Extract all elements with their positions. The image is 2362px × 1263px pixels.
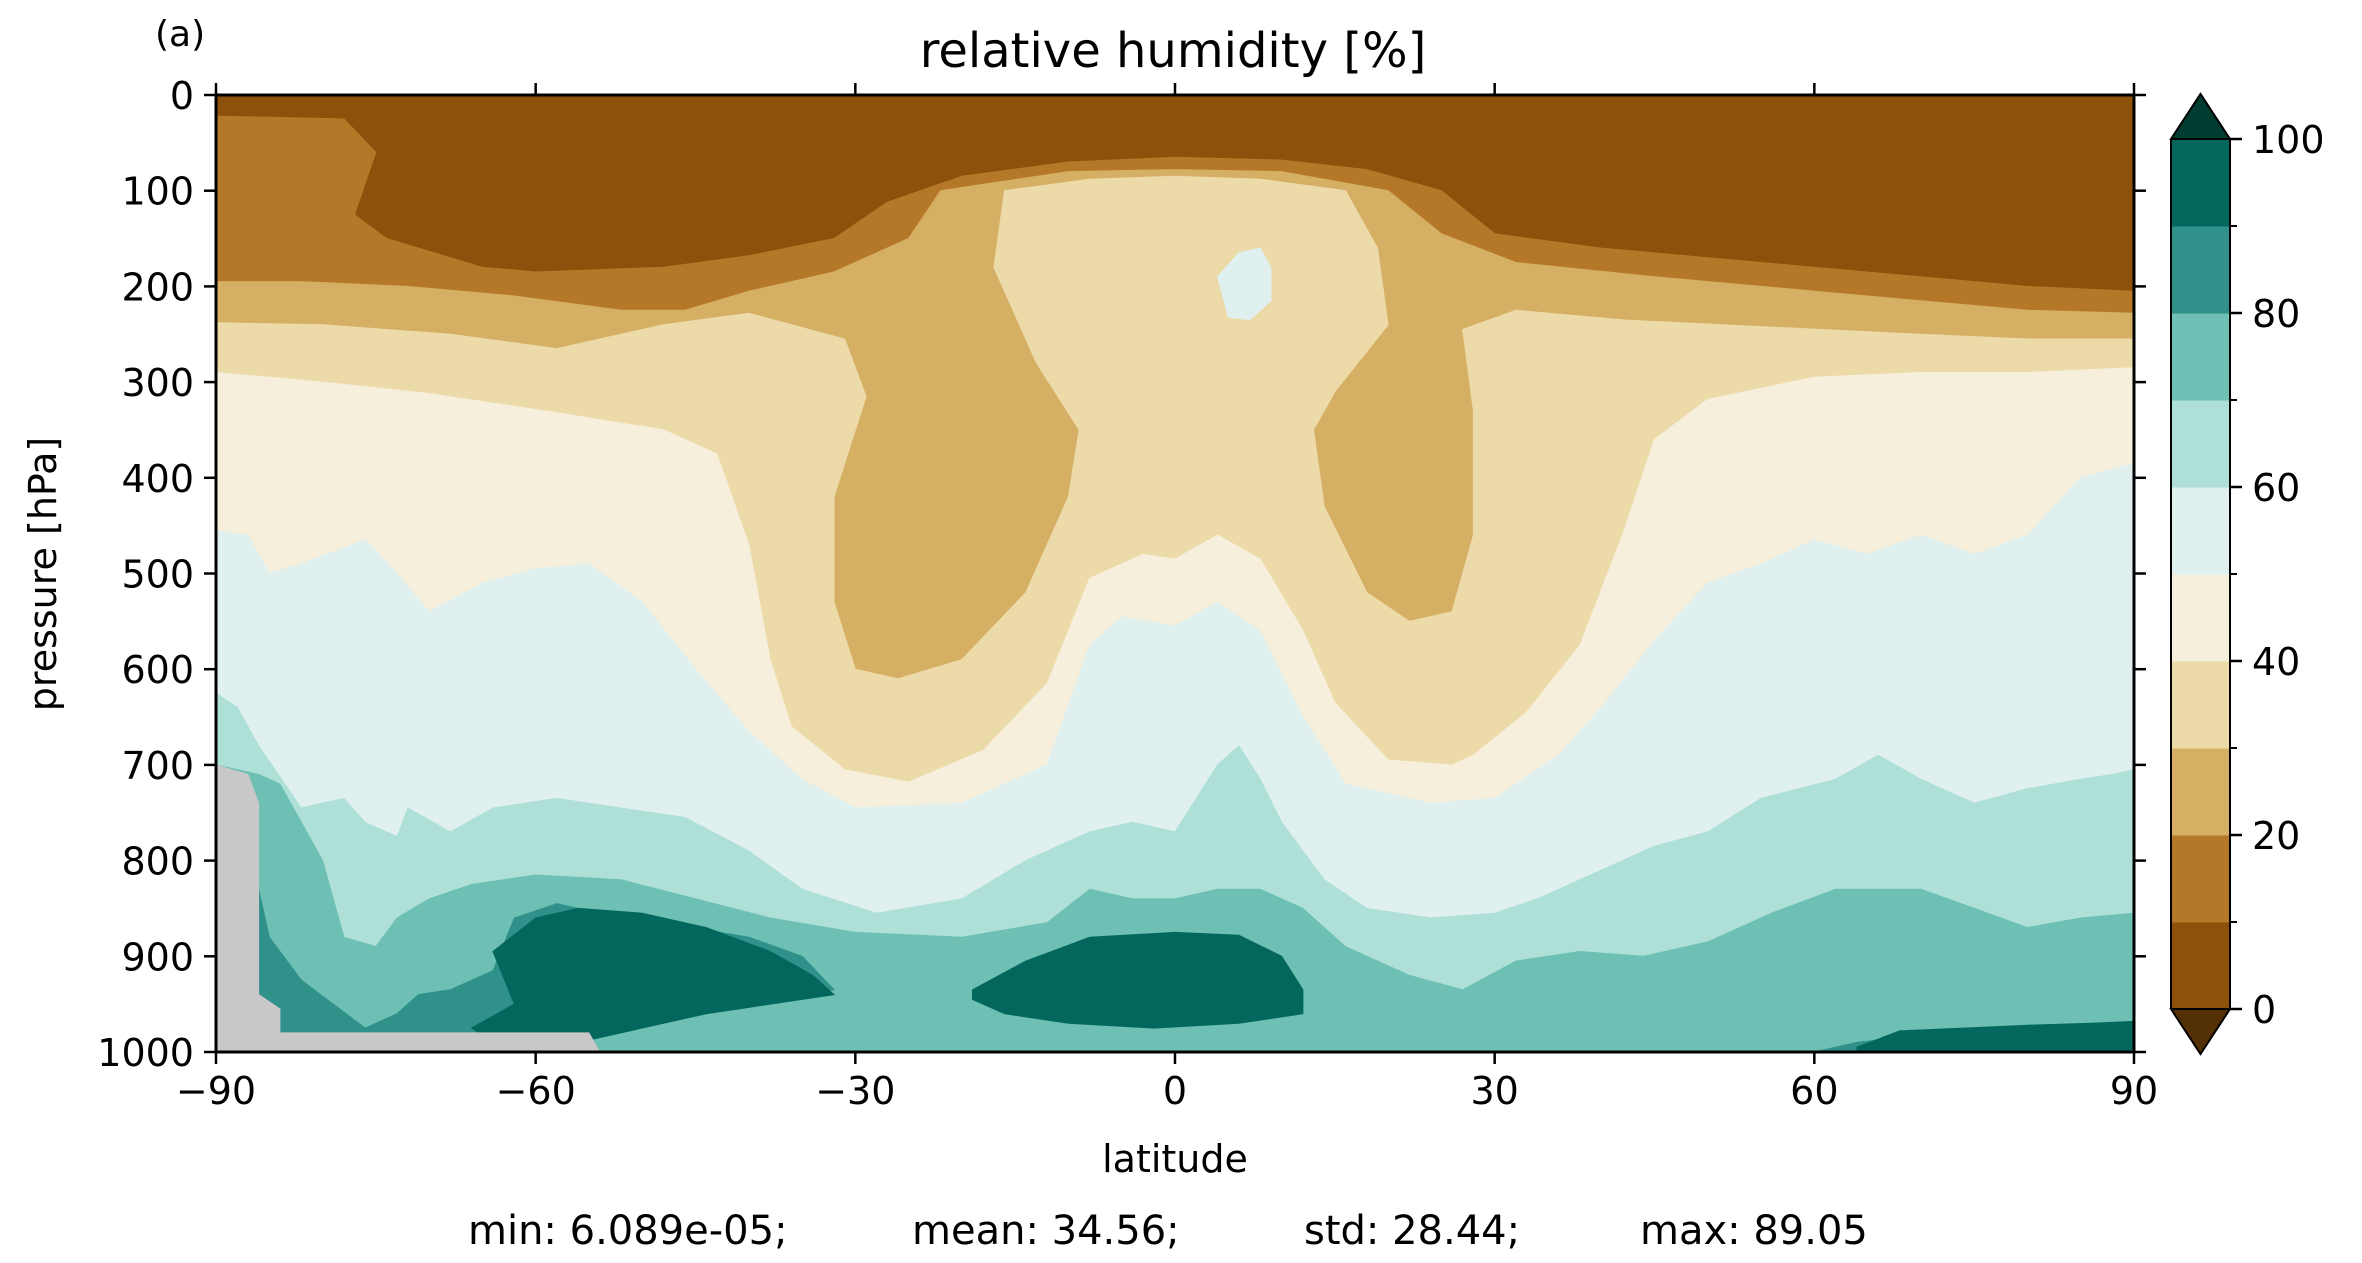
y-tick-label: 300: [121, 361, 194, 405]
colorbar-band: [2171, 139, 2230, 227]
colorbar-band: [2171, 487, 2230, 575]
statistics-line: min: 6.089e-05; mean: 34.56; std: 28.44;…: [0, 1208, 2362, 1258]
y-tick-label: 900: [121, 935, 194, 979]
contour-region-90-10: [972, 931, 1304, 1029]
stat-mean: mean: 34.56;: [912, 1208, 1180, 1254]
colorbar-tick-label: 40: [2252, 640, 2300, 684]
chart-title: relative humidity [%]: [920, 23, 1427, 79]
x-tick-label: 60: [1790, 1069, 1838, 1113]
stat-max: max: 89.05: [1640, 1208, 1868, 1254]
contour-region-50-12: [1217, 247, 1272, 321]
x-axis-label: latitude: [1102, 1137, 1248, 1181]
y-axis: 0 100 200 300 400 500 600 700 800 900 1000: [97, 74, 2146, 1075]
x-tick-label: −60: [496, 1069, 576, 1113]
y-tick-label: 600: [121, 648, 194, 692]
colorbar-tick-label: 0: [2252, 988, 2276, 1032]
y-tick-label: 500: [121, 553, 194, 597]
colorbar-band: [2171, 400, 2230, 488]
x-tick-label: −90: [176, 1069, 256, 1113]
colorbar-band: [2171, 661, 2230, 749]
colorbar-band: [2171, 748, 2230, 836]
colorbar-band: [2171, 922, 2230, 1010]
colorbar-tick-label: 80: [2252, 292, 2300, 336]
y-tick-label: 700: [121, 744, 194, 788]
contour-region-masked-13: [216, 764, 601, 1052]
y-tick-label: 100: [121, 170, 194, 214]
y-tick-label: 200: [121, 265, 194, 309]
x-tick-label: 30: [1470, 1069, 1518, 1113]
colorbar-band: [2171, 835, 2230, 923]
contour-region-90-11: [1856, 1020, 2134, 1052]
x-tick-label: 90: [2110, 1069, 2158, 1113]
colorbar: 0 20 40 60 80 100: [2169, 92, 2325, 1056]
figure: (a) relative humidity [%] −90 −60 −30 0 30 60…: [21, 14, 2325, 1181]
colorbar-tick-label: 100: [2252, 118, 2325, 162]
x-tick-label: −30: [815, 1069, 895, 1113]
y-axis-label: pressure [hPa]: [21, 437, 65, 711]
colorbar-extend-min: [2169, 1008, 2232, 1056]
x-tick-label: 0: [1163, 1069, 1187, 1113]
colorbar-extend-max: [2169, 92, 2232, 140]
y-tick-label: 1000: [97, 1031, 194, 1075]
colorbar-tick-label: 60: [2252, 466, 2300, 510]
y-tick-label: 800: [121, 840, 194, 884]
stat-std: std: 28.44;: [1304, 1208, 1521, 1254]
colorbar-band: [2171, 226, 2230, 314]
y-tick-label: 0: [170, 74, 194, 118]
panel-label: (a): [155, 14, 205, 55]
stat-min: min: 6.089e-05;: [468, 1208, 788, 1254]
x-axis: −90 −60 −30 0 30 60 90: [176, 83, 2158, 1113]
colorbar-band: [2171, 574, 2230, 662]
colorbar-band: [2171, 313, 2230, 401]
y-tick-label: 400: [121, 457, 194, 501]
colorbar-tick-label: 20: [2252, 814, 2300, 858]
plot-area: [216, 95, 2134, 1052]
